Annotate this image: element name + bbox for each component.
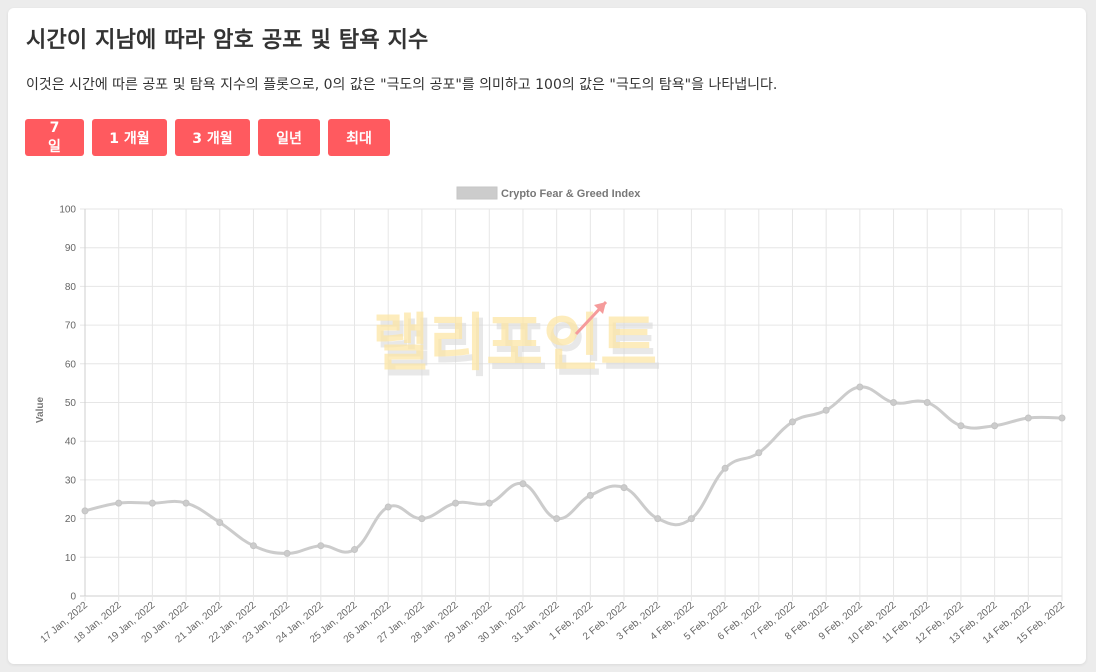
range-max-button[interactable]: 최대: [328, 119, 390, 156]
data-point[interactable]: [485, 499, 493, 507]
series-line: [84, 385, 1063, 555]
data-point[interactable]: [654, 515, 662, 523]
legend-swatch: [456, 186, 498, 200]
range-3m-button[interactable]: 3 개월: [175, 119, 250, 156]
y-tick-label: 80: [65, 282, 77, 293]
y-tick-label: 20: [65, 514, 77, 525]
y-tick-label: 40: [65, 437, 77, 448]
data-point[interactable]: [452, 499, 460, 507]
range-1m-button[interactable]: 1 개월: [92, 119, 167, 156]
data-point[interactable]: [317, 542, 325, 550]
data-point[interactable]: [148, 499, 156, 507]
data-point[interactable]: [1058, 414, 1066, 422]
range-button-group: 7 일 1 개월 3 개월 일년 최대: [25, 119, 390, 156]
data-point[interactable]: [182, 499, 190, 507]
data-point[interactable]: [856, 383, 864, 391]
data-point[interactable]: [384, 503, 392, 511]
data-point[interactable]: [822, 406, 830, 414]
data-point[interactable]: [923, 399, 931, 406]
data-point[interactable]: [721, 464, 729, 472]
watermark-text: 랠리포인트: [372, 306, 657, 379]
arrow-icon: [574, 300, 608, 336]
y-tick-label: 60: [65, 359, 77, 370]
data-point[interactable]: [553, 515, 561, 523]
fear-greed-card: 시간이 지남에 따라 암호 공포 및 탐욕 지수 이것은 시간에 따른 공포 및…: [8, 8, 1086, 664]
data-point[interactable]: [991, 422, 999, 430]
chart-series: [81, 383, 1066, 557]
svg-text:랠리포인트: 랠리포인트: [376, 312, 661, 385]
range-1y-button[interactable]: 일년: [258, 119, 320, 156]
data-point[interactable]: [687, 515, 695, 523]
page-title: 시간이 지남에 따라 암호 공포 및 탐욕 지수: [26, 28, 429, 53]
y-axis-label: Value: [35, 397, 46, 424]
data-point[interactable]: [788, 418, 796, 426]
y-tick-label: 50: [65, 398, 77, 409]
legend-label: Crypto Fear & Greed Index: [501, 188, 641, 200]
chart-legend[interactable]: Crypto Fear & Greed Index: [456, 186, 641, 200]
data-point[interactable]: [283, 549, 291, 557]
data-point[interactable]: [957, 422, 965, 430]
data-point[interactable]: [249, 542, 257, 550]
y-tick-label: 10: [65, 553, 77, 564]
chart-grid: [80, 208, 1063, 601]
data-point[interactable]: [216, 518, 224, 526]
y-tick-label: 70: [65, 321, 77, 332]
data-point[interactable]: [620, 484, 628, 492]
y-tick-label: 100: [59, 205, 76, 216]
y-tick-label: 90: [65, 243, 77, 254]
data-point[interactable]: [755, 449, 763, 457]
data-point[interactable]: [351, 546, 359, 554]
data-point[interactable]: [115, 499, 123, 507]
watermark-logo: 랠리포인트 랠리포인트: [372, 300, 661, 385]
data-point[interactable]: [1024, 414, 1032, 422]
y-tick-label: 0: [70, 592, 76, 603]
data-point[interactable]: [890, 399, 898, 406]
data-point[interactable]: [418, 515, 426, 523]
range-7d-button[interactable]: 7 일: [25, 119, 84, 156]
data-point[interactable]: [586, 491, 594, 499]
y-tick-label: 30: [65, 475, 77, 486]
data-point[interactable]: [81, 507, 89, 515]
data-point[interactable]: [519, 480, 527, 488]
page-description: 이것은 시간에 따른 공포 및 탐욕 지수의 플롯으로, 0의 값은 "극도의 …: [26, 77, 778, 93]
